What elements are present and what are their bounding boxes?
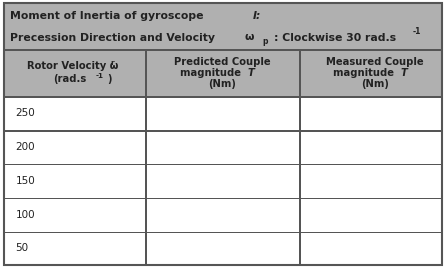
Text: ): ) xyxy=(107,74,112,84)
Bar xyxy=(145,232,147,265)
Text: 250: 250 xyxy=(16,108,35,118)
Bar xyxy=(299,164,301,198)
Bar xyxy=(4,96,442,98)
Bar xyxy=(4,198,442,199)
Text: Measured Couple: Measured Couple xyxy=(326,57,423,67)
Text: r: r xyxy=(111,60,115,66)
Text: (Nm): (Nm) xyxy=(208,79,236,89)
Bar xyxy=(4,130,442,132)
Text: magnitude: magnitude xyxy=(333,68,397,78)
Text: 100: 100 xyxy=(16,210,35,220)
Bar xyxy=(4,3,442,50)
Bar xyxy=(145,164,147,198)
Bar xyxy=(299,232,301,265)
Text: I:: I: xyxy=(253,11,261,21)
Bar xyxy=(4,164,442,198)
Text: (rad.s: (rad.s xyxy=(53,74,86,84)
Bar xyxy=(299,130,301,164)
Bar xyxy=(299,96,301,130)
Bar xyxy=(145,130,147,164)
Bar xyxy=(4,232,442,233)
Text: (Nm): (Nm) xyxy=(361,79,388,89)
Text: T: T xyxy=(248,68,254,78)
Text: 150: 150 xyxy=(16,176,35,186)
Text: p: p xyxy=(263,36,268,46)
Text: -1: -1 xyxy=(413,27,421,36)
Text: Moment of Inertia of gyroscope: Moment of Inertia of gyroscope xyxy=(10,11,207,21)
Text: T: T xyxy=(400,68,407,78)
Bar xyxy=(4,130,442,164)
Bar xyxy=(4,198,442,232)
Text: Predicted Couple: Predicted Couple xyxy=(173,57,270,67)
Bar xyxy=(4,96,442,130)
Bar xyxy=(145,96,147,130)
Text: Rotor Velocity ω: Rotor Velocity ω xyxy=(27,61,118,70)
Bar xyxy=(4,96,442,98)
Text: Precession Direction and Velocity: Precession Direction and Velocity xyxy=(10,33,219,43)
Text: 200: 200 xyxy=(16,142,35,152)
Bar xyxy=(4,49,442,51)
Bar xyxy=(4,232,442,265)
Bar xyxy=(299,198,301,232)
Bar xyxy=(4,50,442,96)
Text: 50: 50 xyxy=(16,243,29,254)
Bar xyxy=(4,164,442,165)
Text: ω: ω xyxy=(245,32,254,42)
Text: -1: -1 xyxy=(96,73,103,79)
Text: magnitude: magnitude xyxy=(180,68,244,78)
Bar xyxy=(145,50,147,96)
Text: : Clockwise 30 rad.s: : Clockwise 30 rad.s xyxy=(274,33,396,43)
Bar xyxy=(145,198,147,232)
Bar xyxy=(299,50,301,96)
